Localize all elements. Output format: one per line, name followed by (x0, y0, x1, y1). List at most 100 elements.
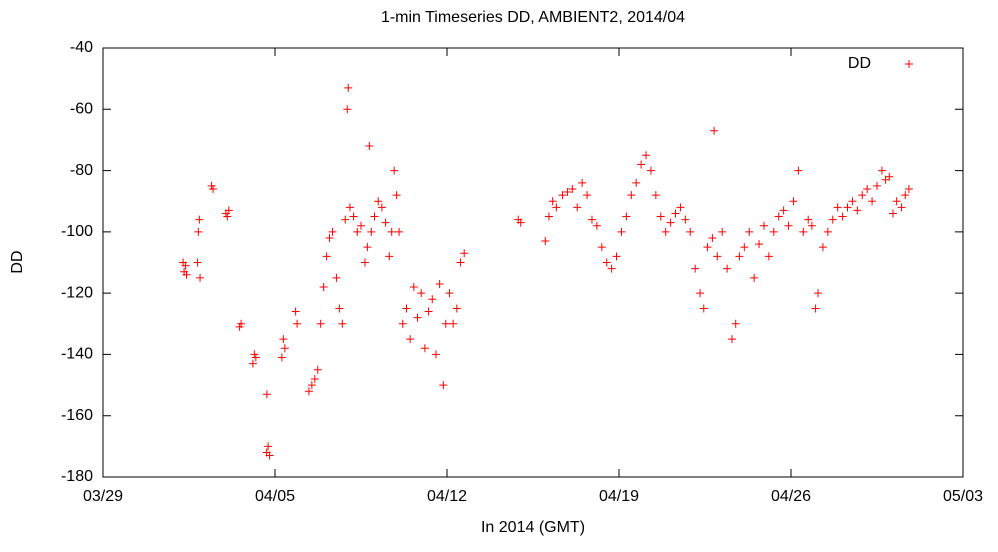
y-axis-label: DD (9, 250, 26, 273)
data-point (823, 227, 832, 236)
data-point (804, 215, 813, 224)
data-point (325, 233, 334, 242)
data-point (335, 304, 344, 313)
data-point (755, 240, 764, 249)
data-point (828, 215, 837, 224)
plot-frame (102, 47, 964, 478)
data-point (651, 191, 660, 200)
data-point (794, 166, 803, 175)
data-point (181, 261, 190, 270)
data-point (374, 197, 383, 206)
data-point (409, 283, 418, 292)
data-point (395, 227, 404, 236)
data-point (607, 264, 616, 273)
data-point (728, 335, 737, 344)
y-tick-label: -120 (61, 284, 93, 301)
data-point (661, 227, 670, 236)
data-point (784, 221, 793, 230)
data-point (868, 197, 877, 206)
data-point (194, 227, 203, 236)
data-point (209, 184, 218, 193)
data-point (843, 203, 852, 212)
data-point (338, 319, 347, 328)
data-point (345, 203, 354, 212)
data-point (541, 237, 550, 246)
x-tick-label: 04/12 (427, 488, 467, 505)
x-tick-label: 04/26 (771, 488, 811, 505)
data-point (310, 374, 319, 383)
y-tick-label: -40 (70, 39, 93, 56)
data-point (646, 166, 655, 175)
data-point (888, 209, 897, 218)
data-point (617, 227, 626, 236)
data-point (703, 243, 712, 252)
data-point (398, 319, 407, 328)
data-point (578, 178, 587, 187)
data-point (666, 218, 675, 227)
data-point (248, 359, 257, 368)
data-point (223, 212, 232, 221)
y-tick-label: -100 (61, 223, 93, 240)
data-point (406, 335, 415, 344)
data-point (699, 304, 708, 313)
data-point (279, 335, 288, 344)
data-point (332, 273, 341, 282)
data-point (750, 273, 759, 282)
data-point (381, 218, 390, 227)
data-point (357, 221, 365, 230)
data-point (385, 252, 394, 261)
data-point (516, 218, 525, 227)
data-point (622, 212, 631, 221)
data-point (544, 212, 553, 221)
data-point (807, 221, 816, 230)
data-point (597, 243, 606, 252)
data-point (632, 178, 641, 187)
data-point (814, 289, 823, 298)
data-point (307, 381, 316, 390)
data-point (424, 307, 433, 316)
data-point (360, 258, 369, 267)
data-point (642, 151, 651, 160)
data-point (718, 227, 727, 236)
data-point (799, 227, 808, 236)
data-point (696, 289, 705, 298)
data-point (897, 203, 906, 212)
data-point (441, 319, 450, 328)
data-point (428, 295, 437, 304)
chart-title: 1-min Timeseries DD, AMBIENT2, 2014/04 (381, 9, 685, 26)
data-point (460, 249, 469, 258)
data-point (353, 227, 362, 236)
data-point (370, 212, 379, 221)
data-point (833, 203, 842, 212)
x-tick-label: 04/19 (599, 488, 639, 505)
data-point (602, 258, 611, 267)
data-point (568, 184, 577, 193)
data-point (417, 289, 426, 298)
data-point (789, 197, 798, 206)
data-point (224, 206, 233, 215)
data-point (676, 203, 685, 212)
y-tick-label: -180 (61, 468, 93, 485)
data-point (904, 184, 913, 193)
data-point (592, 221, 601, 230)
data-point (293, 319, 302, 328)
data-point (316, 319, 325, 328)
data-point (277, 353, 286, 362)
data-point (583, 191, 592, 200)
data-point (671, 209, 680, 218)
data-point (265, 451, 274, 460)
data-point (563, 188, 572, 197)
data-point (573, 203, 582, 212)
data-point (731, 319, 740, 328)
data-point (838, 212, 847, 221)
data-point (612, 252, 621, 261)
data-point (445, 289, 454, 298)
x-tick-label: 05/03 (943, 488, 983, 505)
data-point (319, 283, 328, 292)
data-point (431, 350, 440, 359)
data-point (863, 184, 872, 193)
data-point (343, 105, 352, 114)
data-point (885, 172, 894, 181)
